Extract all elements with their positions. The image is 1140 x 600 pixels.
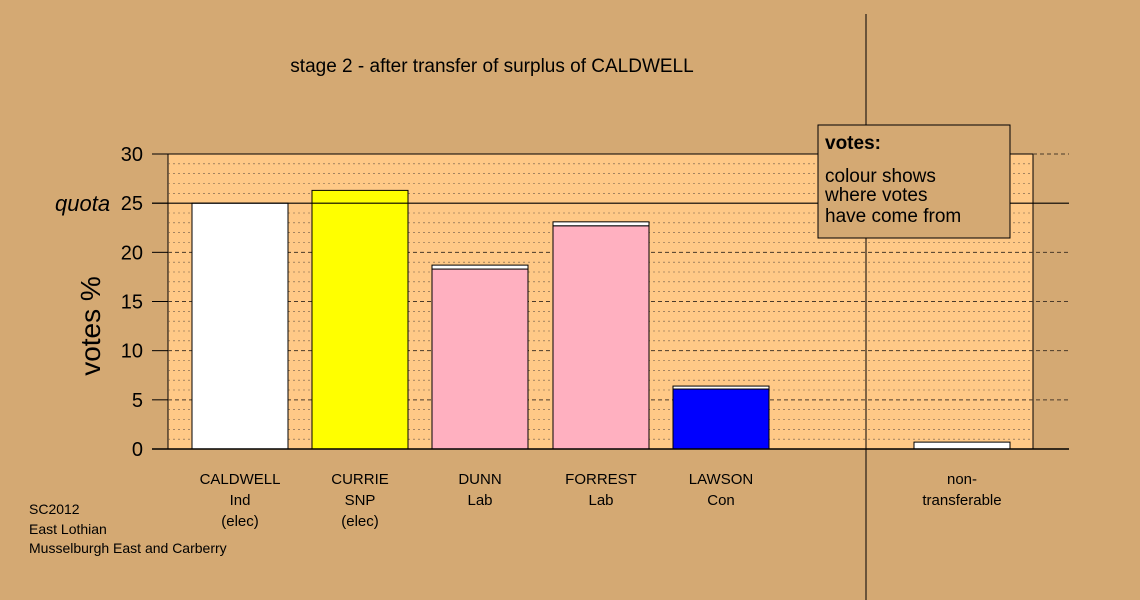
x-category-label: DUNN (458, 471, 501, 488)
x-category-label: Ind (230, 492, 251, 509)
x-category-label: Lab (467, 492, 492, 509)
y-tick-label: 20 (121, 242, 143, 264)
chart-title: stage 2 - after transfer of surplus of C… (290, 56, 693, 77)
legend-line: colour shows (825, 166, 936, 187)
y-axis-label: votes % (75, 276, 106, 376)
x-category-label: Lab (588, 492, 613, 509)
footer-line: East Lothian (29, 521, 107, 537)
x-category-labels: CALDWELL Ind (elec) CURRIE SNP (elec) DUNN Lab F… (200, 471, 1002, 530)
bar-segment (431, 268, 529, 450)
legend-title: votes: (825, 133, 881, 154)
legend-line: where votes (824, 185, 927, 206)
footer-line: Musselburgh East and Carberry (29, 540, 227, 556)
y-tick-labels: 0 5 10 15 20 30 25 (121, 144, 168, 461)
x-category-label: LAWSON (689, 471, 753, 488)
x-category-label: non- (947, 471, 977, 488)
x-category-label: Con (707, 492, 735, 509)
legend: votes: colour shows where votes have com… (817, 124, 1011, 239)
x-category-label: transferable (922, 492, 1001, 509)
x-category-label: CURRIE (331, 471, 389, 488)
y-tick-label: 5 (132, 390, 143, 412)
x-category-label: FORREST (565, 471, 637, 488)
bar-segment (191, 202, 289, 450)
y-tick-label: 0 (132, 439, 143, 461)
x-category-label: CALDWELL (200, 471, 281, 488)
x-category-label: (elec) (341, 513, 379, 530)
legend-box (817, 124, 1011, 239)
x-category-label: SNP (345, 492, 376, 509)
bar-segment (431, 264, 529, 270)
bar-segment (552, 225, 650, 450)
footer: SC2012 East Lothian Musselburgh East and… (29, 501, 227, 556)
y-tick-label: 25 (121, 193, 143, 215)
bar-segment (552, 221, 650, 227)
bar-segment (672, 388, 770, 450)
y-tick-label: 15 (121, 292, 143, 314)
x-category-label: (elec) (221, 513, 259, 530)
y-tick-label: 10 (121, 341, 143, 363)
bar-segment (672, 385, 770, 390)
footer-line: SC2012 (29, 501, 80, 517)
bars (191, 189, 1011, 450)
quota-label: quota (55, 191, 110, 216)
bar-segment (913, 441, 1011, 450)
legend-line: have come from (825, 206, 961, 227)
bar-segment (311, 189, 409, 450)
y-tick-label: 30 (121, 144, 143, 166)
